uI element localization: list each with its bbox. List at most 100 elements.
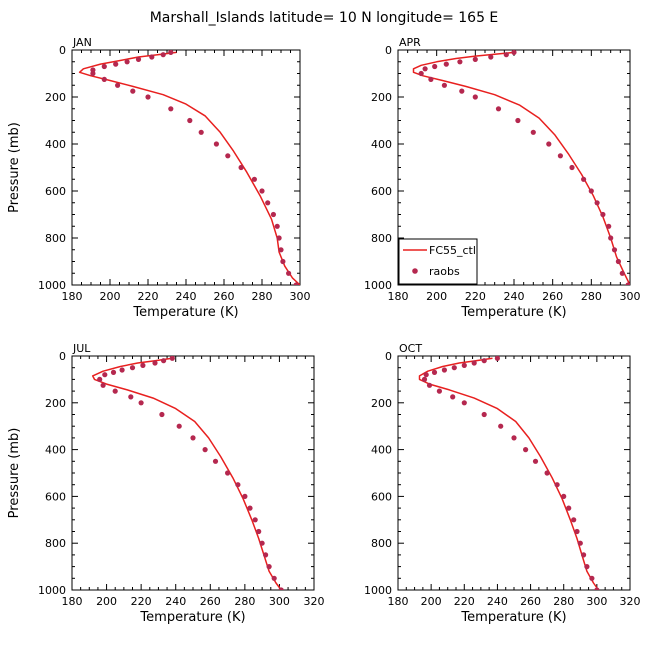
obs-point [418,70,424,77]
panel-title: JUL [72,342,91,355]
panel-apr: 180 200 220 240 260 280 300 0 200 400 600 800 1000 AP… [364,36,641,320]
obs-point [252,517,258,523]
obs-point [140,362,146,368]
obs-point [441,82,447,88]
y-tick-label: 1000 [364,584,392,597]
obs-point [581,176,587,182]
obs-point [557,153,564,159]
obs-point [176,423,182,429]
x-axis-label: Temperature (K) [460,610,566,625]
obs-point [615,258,622,265]
obs-point [271,575,277,581]
obs-point [278,247,284,253]
obs-point [488,54,494,60]
obs-point [546,141,552,147]
panel-jul: 180 200 220 240 260 280 300 320 0 200 400 600 800 100… [7,342,325,625]
x-tick-label: 220 [454,595,475,608]
obs-point [495,106,502,112]
obs-point [523,447,529,453]
obs-point [161,358,167,364]
x-tick-label: 260 [200,595,221,608]
obs-point [432,63,438,70]
obs-point [168,106,174,112]
obs-point [101,63,107,70]
obs-point [270,211,276,218]
x-tick-label: 280 [252,290,273,303]
obs-point [588,188,594,194]
obs-point [584,564,590,570]
obs-point [569,164,575,171]
obs-point [202,447,208,453]
x-tick-label: 180 [388,290,409,303]
obs-point [242,493,248,499]
plot-frame [397,355,631,591]
obs-point [461,400,467,406]
obs-point [481,358,487,364]
x-axis-label: Temperature (K) [132,305,238,320]
y-tick-label: 1000 [38,279,66,292]
obs-point [571,517,577,523]
y-axis-label: Pressure (mb) [7,428,22,519]
obs-point [110,369,117,375]
obs-point [112,388,118,394]
obs-point [259,188,265,194]
y-tick-label: 1000 [364,279,392,292]
y-tick-label: 400 [45,138,66,151]
y-tick-label: 800 [371,537,392,550]
obs-point [190,435,196,441]
obs-point [187,117,193,124]
y-tick-label: 0 [385,350,392,363]
x-tick-label: 260 [542,290,563,303]
x-tick-label: 260 [214,290,235,303]
x-axis-label: Temperature (K) [139,610,245,625]
obs-point [276,235,282,241]
obs-point [101,76,107,82]
obs-point [606,223,612,229]
panel-title: APR [399,36,421,49]
y-tick-label: 800 [45,232,66,245]
x-tick-label: 180 [62,595,83,608]
panel-title: OCT [399,342,422,355]
obs-point [431,369,438,375]
x-axis-label: Temperature (K) [460,305,566,320]
obs-point [515,117,521,124]
legend-label-model: FC55_ctl [429,244,476,257]
obs-point [128,394,134,400]
obs-point [251,176,257,182]
x-tick-label: 300 [586,595,607,608]
obs-point [471,360,477,366]
obs-point [494,356,500,361]
model-line [91,357,282,590]
x-tick-label: 240 [165,595,186,608]
obs-point [600,211,606,218]
obs-point [97,376,103,382]
obs-point [436,388,442,394]
obs-point [561,493,567,499]
obs-point [611,247,618,253]
y-tick-label: 600 [371,185,392,198]
obs-point [256,528,262,535]
obs-point [625,282,630,285]
obs-point [428,76,434,82]
obs-point [159,411,165,418]
obs-point [511,435,517,441]
y-tick-label: 400 [371,138,392,151]
y-tick-label: 0 [385,44,392,57]
obs-point [459,88,465,94]
obs-point [168,50,174,55]
obs-point [238,164,244,171]
x-tick-label: 240 [504,290,525,303]
model-line [418,357,600,590]
obs-point [152,360,158,366]
obs-point [138,400,144,406]
obs-point [130,88,136,94]
plot-area [418,356,600,590]
y-axis-label: Pressure (mb) [7,122,22,213]
obs-point [266,564,272,570]
obs-point [247,505,253,511]
model-line [78,51,300,285]
y-tick-label: 600 [371,490,392,503]
figure-title: Marshall_Islands latitude= 10 N longitud… [150,10,499,26]
plot-area [78,50,300,285]
